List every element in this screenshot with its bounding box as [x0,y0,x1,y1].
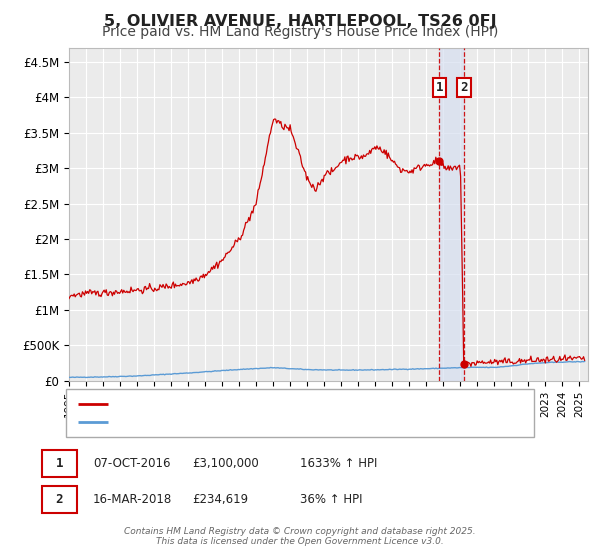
Text: Price paid vs. HM Land Registry's House Price Index (HPI): Price paid vs. HM Land Registry's House … [102,25,498,39]
Text: 1: 1 [56,458,63,470]
Text: £234,619: £234,619 [192,493,248,506]
Text: HPI: Average price, detached house, Hartlepool: HPI: Average price, detached house, Hart… [115,417,379,427]
Text: 5, OLIVIER AVENUE, HARTLEPOOL, TS26 0FJ: 5, OLIVIER AVENUE, HARTLEPOOL, TS26 0FJ [104,14,496,29]
Text: 07-OCT-2016: 07-OCT-2016 [93,458,170,470]
Text: 5, OLIVIER AVENUE, HARTLEPOOL, TS26 0FJ (detached house): 5, OLIVIER AVENUE, HARTLEPOOL, TS26 0FJ … [115,399,459,409]
Text: 2: 2 [56,493,63,506]
Text: 1: 1 [436,81,443,94]
Text: £3,100,000: £3,100,000 [192,458,259,470]
Text: Contains HM Land Registry data © Crown copyright and database right 2025.
This d: Contains HM Land Registry data © Crown c… [124,526,476,546]
Text: 16-MAR-2018: 16-MAR-2018 [93,493,172,506]
Text: 2: 2 [460,81,468,94]
Text: 1633% ↑ HPI: 1633% ↑ HPI [300,458,377,470]
Bar [439,48,464,381]
Text: 36% ↑ HPI: 36% ↑ HPI [300,493,362,506]
